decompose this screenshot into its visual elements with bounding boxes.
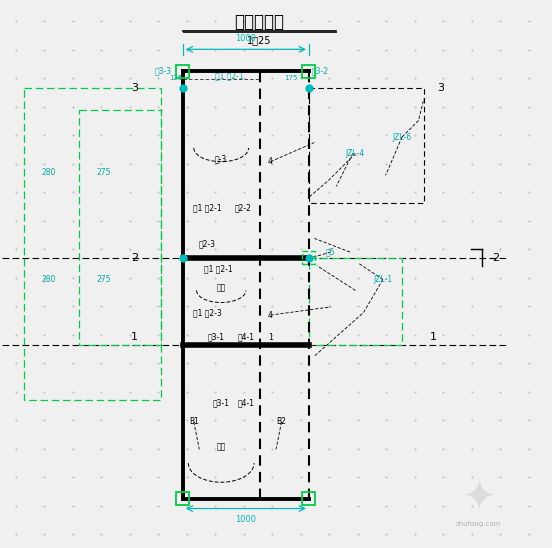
- Text: B2: B2: [277, 418, 286, 426]
- Text: 板4-1: 板4-1: [237, 333, 254, 341]
- Text: 板2-2: 板2-2: [235, 204, 252, 213]
- Text: 1: 1: [268, 333, 273, 341]
- Text: 弧板: 弧板: [216, 442, 226, 451]
- Text: 3: 3: [131, 83, 138, 93]
- Text: 板1 板2-1: 板1 板2-1: [204, 264, 233, 273]
- Text: 板3-1: 板3-1: [213, 398, 230, 407]
- Text: JZL-4: JZL-4: [346, 149, 365, 158]
- Text: 2: 2: [131, 253, 138, 262]
- Text: B1: B1: [189, 418, 199, 426]
- Text: 2: 2: [492, 253, 500, 262]
- Text: 280: 280: [41, 275, 56, 284]
- Text: 275: 275: [96, 168, 110, 177]
- Text: 板1 板2-1: 板1 板2-1: [193, 204, 222, 213]
- Text: 280: 280: [41, 168, 56, 177]
- Text: 叠片: 叠片: [216, 283, 226, 292]
- Text: 板1 板2-1: 板1 板2-1: [215, 71, 244, 80]
- Text: 3: 3: [438, 83, 445, 93]
- Text: 1: 1: [131, 332, 138, 342]
- Text: 板-3: 板-3: [215, 155, 227, 163]
- Text: 1000: 1000: [235, 34, 256, 43]
- Text: 125: 125: [169, 76, 183, 81]
- Text: 1: 1: [429, 332, 437, 342]
- Text: zhufong.com: zhufong.com: [456, 522, 501, 527]
- Text: 275: 275: [96, 275, 110, 284]
- Text: ✦: ✦: [461, 478, 496, 520]
- Text: 板3-1: 板3-1: [207, 333, 224, 341]
- Text: 板3-2: 板3-2: [311, 67, 328, 76]
- Text: JZL-6: JZL-6: [392, 133, 412, 141]
- Text: 4: 4: [268, 157, 273, 166]
- Text: 板2-3: 板2-3: [199, 239, 216, 248]
- Text: 板3-3: 板3-3: [155, 67, 172, 76]
- Text: 175: 175: [285, 76, 298, 81]
- Text: 板1 板2-3: 板1 板2-3: [193, 308, 222, 317]
- Text: 4: 4: [268, 311, 273, 319]
- Text: 板5: 板5: [326, 248, 336, 256]
- Text: 1：25: 1：25: [247, 36, 272, 45]
- Text: 1000: 1000: [235, 515, 256, 524]
- Text: JZL-1: JZL-1: [373, 275, 392, 284]
- Text: 第二节立面: 第二节立面: [235, 13, 285, 31]
- Text: 板4-1: 板4-1: [237, 398, 254, 407]
